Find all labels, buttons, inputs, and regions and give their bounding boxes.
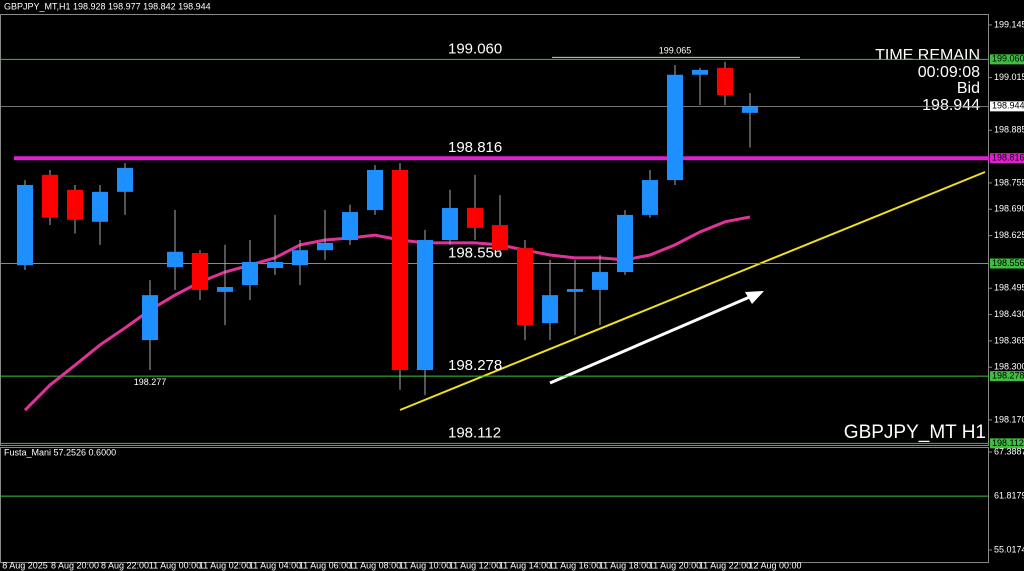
y-tick-label: 198.365 [994,335,1024,345]
level-tag [990,54,1024,65]
level-tag [990,153,1024,164]
x-tick-label: 12 Aug 00:00 [748,560,801,570]
candle-body [467,208,483,228]
bid-tag-label: 198.944 [992,101,1024,111]
y-tick-label: 199.015 [994,72,1024,82]
x-tick-label: 11 Aug 18:00 [599,560,651,570]
sub-frame [0,447,989,563]
high-annotation: 199.065 [659,46,692,56]
y-tick-label: 198.690 [994,204,1024,214]
level-label: 198.112 [448,424,501,441]
candle-body [442,208,458,241]
candle-body [92,191,108,222]
candle-body [167,251,183,268]
candle-body [617,214,633,273]
candle-body [242,261,258,285]
indicator-tick-label: 55.0174 [994,544,1024,554]
watermark: GBPJPY_MT H1 [844,422,986,443]
x-tick-label: 11 Aug 02:00 [199,560,251,570]
candle-body [217,287,233,292]
x-tick-label: 11 Aug 06:00 [299,560,351,570]
candle-body [292,250,308,266]
chart-title: GBPJPY_MT,H1 198.928 198.977 198.842 198… [4,1,211,11]
candle-body [142,295,158,341]
trend-line [399,171,986,411]
y-tick-label: 198.625 [994,230,1024,240]
level-tag-label: 198.112 [992,438,1024,448]
x-tick-label: 11 Aug 00:00 [149,560,201,570]
candle-body [717,67,733,96]
x-tick-label: 11 Aug 14:00 [499,560,551,570]
candle-body [392,169,408,371]
level-label: 198.278 [448,357,502,374]
candle-body [67,189,83,220]
candle-body [517,248,533,326]
indicator-tick-label: 67.3887 [994,446,1024,456]
candle-body [192,252,208,290]
candle-body [117,167,133,192]
level-label: 199.060 [448,40,502,57]
x-tick-label: 8 Aug 20:00 [51,560,99,570]
y-tick-label: 199.145 [994,19,1024,29]
bid-value: 198.944 [922,97,980,114]
y-tick-label: 198.495 [994,283,1024,293]
low-annotation: 198.277 [134,377,167,387]
level-tag-label: 198.816 [992,153,1024,163]
level-tag-label: 199.060 [992,54,1024,64]
bid-label: Bid [957,80,980,97]
bid-tag [990,101,1024,112]
candle-body [542,295,558,324]
level-tag [990,371,1024,382]
candle-body [567,289,583,292]
candle-body [492,225,508,251]
x-tick-label: 8 Aug 22:00 [101,560,149,570]
x-tick-label: 11 Aug 12:00 [449,560,501,570]
candle-body [367,169,383,211]
candle-body [342,212,358,241]
y-tick-label: 198.430 [994,309,1024,319]
x-tick-label: 11 Aug 22:00 [699,560,751,570]
level-tag [990,438,1024,449]
level-tag-label: 198.278 [992,371,1024,381]
y-tick-label: 198.885 [994,125,1024,135]
candle-body [267,261,283,268]
indicator-tick-label: 61.8179 [994,491,1024,501]
y-tick-label: 198.755 [994,177,1024,187]
candle-body [692,69,708,75]
timer-label: TIME REMAIN [875,47,980,64]
main-frame [0,14,989,446]
candle-body [17,184,33,266]
x-tick-label: 11 Aug 20:00 [649,560,701,570]
x-tick-label: 11 Aug 10:00 [399,560,451,570]
y-tick-label: 198.170 [994,414,1024,424]
candle-body [42,174,58,218]
level-tag [990,258,1024,269]
y-tick-label: 198.300 [994,362,1024,372]
level-label: 198.556 [448,244,502,261]
level-label: 198.816 [448,139,502,156]
x-tick-label: 8 Aug 2025 [2,560,48,570]
timer-time: 00:09:08 [918,64,980,81]
indicator-title: Fusta_Mani 57.2526 0.6000 [4,447,116,457]
candle-body [742,106,758,113]
arrow-shaft [549,294,753,385]
candle-body [592,272,608,290]
x-tick-label: 11 Aug 16:00 [549,560,601,570]
candle-body [417,240,433,371]
x-tick-label: 11 Aug 04:00 [249,560,301,570]
arrow-head [745,291,764,304]
x-tick-label: 11 Aug 08:00 [349,560,401,570]
candle-body [642,180,658,215]
level-tag-label: 198.556 [992,258,1024,268]
candle-body [667,74,683,181]
candle-body [317,242,333,251]
